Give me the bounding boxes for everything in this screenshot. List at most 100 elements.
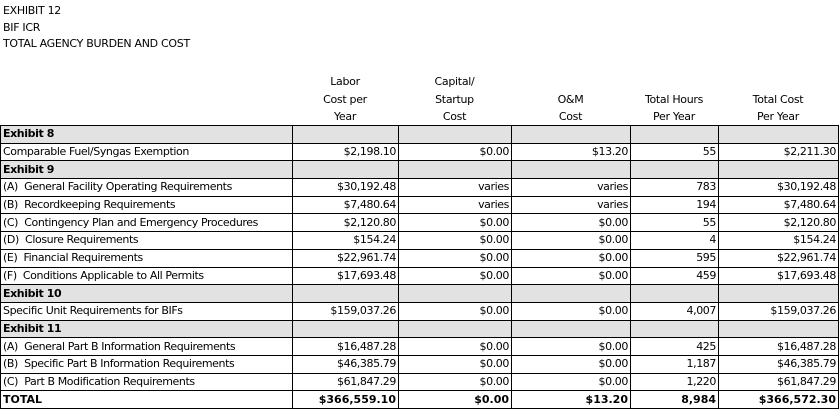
column-header-line: Startup bbox=[435, 92, 474, 106]
column-header: Labor Cost per Year bbox=[292, 73, 398, 126]
cell-value: $46,385.79 bbox=[292, 354, 399, 374]
cell-value bbox=[511, 125, 631, 144]
cell-value: $30,192.48 bbox=[718, 178, 839, 197]
cell-value: 4 bbox=[630, 231, 719, 250]
column-header-line: Cost bbox=[558, 110, 583, 123]
cell-value: 4,007 bbox=[630, 301, 719, 321]
cell-value: $0.00 bbox=[511, 301, 631, 321]
column-header-line: Total Hours bbox=[644, 92, 704, 106]
cell-value: $366,559.10 bbox=[292, 390, 399, 409]
section-row: Exhibit 9 bbox=[0, 160, 839, 180]
cell-value: $2,120.80 bbox=[718, 213, 839, 233]
cell-value: varies bbox=[511, 195, 631, 215]
table-row: (F) Conditions Applicable to All Permits… bbox=[0, 266, 839, 286]
cell-value bbox=[718, 125, 839, 144]
table-row: (B) Recordkeeping Requirements $7,480.64 v… bbox=[0, 195, 839, 215]
cell-value bbox=[292, 284, 399, 303]
cell-value bbox=[718, 284, 839, 303]
column-header-line bbox=[718, 73, 838, 91]
column-header-line: O&M bbox=[557, 92, 584, 106]
cell-value: 425 bbox=[630, 337, 719, 356]
cell-value: $0.00 bbox=[398, 354, 512, 374]
cell-value: $0.00 bbox=[398, 231, 512, 250]
cell-value bbox=[630, 284, 719, 303]
table-row: Specific Unit Requirements for BIFs $159,… bbox=[0, 301, 839, 321]
cell-value: $22,961.74 bbox=[292, 248, 399, 268]
row-label: (E) Financial Requirements bbox=[0, 248, 293, 268]
cell-value: $61,847.29 bbox=[292, 372, 399, 392]
cell-value: $0.00 bbox=[398, 372, 512, 392]
cell-value: 595 bbox=[630, 248, 719, 268]
table-row: (C) Contingency Plan and Emergency Proce… bbox=[0, 213, 839, 233]
cell-value: $13.20 bbox=[511, 142, 631, 162]
cell-value: $0.00 bbox=[398, 213, 512, 233]
row-label: Exhibit 9 bbox=[0, 160, 293, 180]
cell-value bbox=[718, 319, 839, 339]
total-row: TOTAL $366,559.10 $0.00 $13.20 8,984 $366,572… bbox=[0, 390, 839, 409]
cell-value bbox=[292, 319, 399, 339]
document-titles: EXHIBIT 12 BIF ICR TOTAL AGENCY BURDEN A… bbox=[3, 3, 190, 53]
cell-value bbox=[398, 284, 512, 303]
column-header-line bbox=[511, 73, 630, 91]
table-row: (E) Financial Requirements $22,961.74 $0.0… bbox=[0, 248, 839, 268]
column-header-line: Year bbox=[333, 110, 357, 123]
cell-value: $366,572.30 bbox=[718, 390, 839, 409]
row-label: (A) General Part B Information Requireme… bbox=[0, 337, 293, 356]
cell-value: $61,847.29 bbox=[718, 372, 839, 392]
table-row: Comparable Fuel/Syngas Exemption $2,198.1… bbox=[0, 142, 839, 162]
cell-value: 459 bbox=[630, 266, 719, 286]
column-header: Total Cost Per Year bbox=[718, 73, 838, 126]
cell-value bbox=[398, 160, 512, 180]
cell-value bbox=[630, 125, 719, 144]
cell-value: $0.00 bbox=[511, 354, 631, 374]
burden-cost-table: Exhibit 8 Comparable Fuel/Syngas Exemptio… bbox=[0, 125, 839, 409]
cell-value bbox=[630, 160, 719, 180]
row-label: Specific Unit Requirements for BIFs bbox=[0, 301, 293, 321]
row-label: (C) Contingency Plan and Emergency Proce… bbox=[0, 213, 293, 233]
cell-value: $17,693.48 bbox=[718, 266, 839, 286]
section-row: Exhibit 11 bbox=[0, 319, 839, 339]
column-header-line: Capital/ bbox=[434, 75, 475, 88]
section-row: Exhibit 10 bbox=[0, 284, 839, 303]
cell-value: $154.24 bbox=[718, 231, 839, 250]
cell-value bbox=[292, 160, 399, 180]
cell-value: $16,487.28 bbox=[292, 337, 399, 356]
cell-value: 1,220 bbox=[630, 372, 719, 392]
cell-value: 55 bbox=[630, 142, 719, 162]
row-label: (D) Closure Requirements bbox=[0, 231, 293, 250]
cell-value bbox=[292, 125, 399, 144]
cell-value: varies bbox=[398, 178, 512, 197]
row-label: (B) Recordkeeping Requirements bbox=[0, 195, 293, 215]
cell-value bbox=[511, 284, 631, 303]
cell-value: $2,120.80 bbox=[292, 213, 399, 233]
row-label: (F) Conditions Applicable to All Permits bbox=[0, 266, 293, 286]
section-row: Exhibit 8 bbox=[0, 125, 839, 144]
row-label: (B) Specific Part B Information Requirem… bbox=[0, 354, 293, 374]
row-label: TOTAL bbox=[0, 390, 293, 409]
cell-value: $46,385.79 bbox=[718, 354, 839, 374]
cell-value: $2,211.30 bbox=[718, 142, 839, 162]
column-header-line: Per Year bbox=[757, 110, 799, 123]
cell-value: $7,480.64 bbox=[718, 195, 839, 215]
cell-value: $2,198.10 bbox=[292, 142, 399, 162]
table-row: (A) General Part B Information Requireme… bbox=[0, 337, 839, 356]
column-header-line: Total Cost bbox=[752, 92, 804, 106]
cell-value bbox=[398, 319, 512, 339]
cell-value: 8,984 bbox=[630, 390, 719, 409]
cell-value: $13.20 bbox=[511, 390, 631, 409]
cell-value: 783 bbox=[630, 178, 719, 197]
column-header-line bbox=[630, 73, 718, 91]
cell-value: $16,487.28 bbox=[718, 337, 839, 356]
cell-value: $0.00 bbox=[398, 301, 512, 321]
cell-value: $0.00 bbox=[398, 142, 512, 162]
cell-value: $7,480.64 bbox=[292, 195, 399, 215]
column-header-line: Per Year bbox=[653, 110, 695, 123]
cell-value: $159,037.26 bbox=[292, 301, 399, 321]
cell-value: 55 bbox=[630, 213, 719, 233]
row-label: (A) General Facility Operating Requireme… bbox=[0, 178, 293, 197]
row-label: (C) Part B Modification Requirements bbox=[0, 372, 293, 392]
cell-value: $0.00 bbox=[511, 337, 631, 356]
cell-value: $22,961.74 bbox=[718, 248, 839, 268]
exhibit-subject: BIF ICR bbox=[3, 20, 41, 34]
cell-value: $0.00 bbox=[398, 390, 512, 409]
